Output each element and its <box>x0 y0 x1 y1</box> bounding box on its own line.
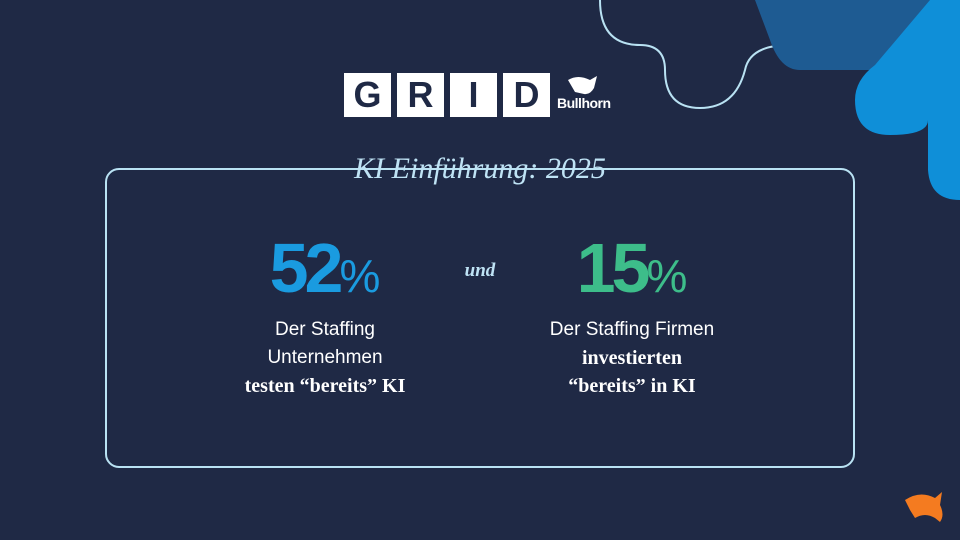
stat-number: 15% <box>482 228 782 316</box>
shape <box>855 0 960 200</box>
unit: % <box>646 250 688 302</box>
unit: % <box>339 250 381 302</box>
frame <box>105 168 855 468</box>
title: KI Einführung: 2025 <box>354 152 606 185</box>
text: Der Staffing <box>275 319 375 340</box>
logo-letter: G <box>344 73 391 117</box>
stat: 52% Der Staffing Unternehmen testen “ber… <box>175 228 475 400</box>
bold-text: “bereits” in KI <box>568 375 696 397</box>
bold-text: investierten <box>582 347 682 369</box>
logo-letter: R <box>397 73 444 117</box>
value: 15 <box>576 229 651 307</box>
text: Der Staffing Firmen <box>549 319 715 340</box>
connector: und <box>464 260 496 281</box>
stat-number: 52% <box>175 228 475 316</box>
stat: 15% Der Staffing Firmen investierten “be… <box>482 228 782 400</box>
logo-letter: I <box>450 73 497 117</box>
value: 52 <box>269 229 344 307</box>
logo-letter: D <box>503 73 550 117</box>
bull-logo <box>568 76 597 95</box>
bold-text: testen “bereits” KI <box>244 375 406 397</box>
brand: Bullhorn <box>557 95 611 111</box>
logo: G R I D <box>344 73 550 117</box>
text: Unternehmen <box>267 347 383 368</box>
bull-icon <box>905 492 943 522</box>
